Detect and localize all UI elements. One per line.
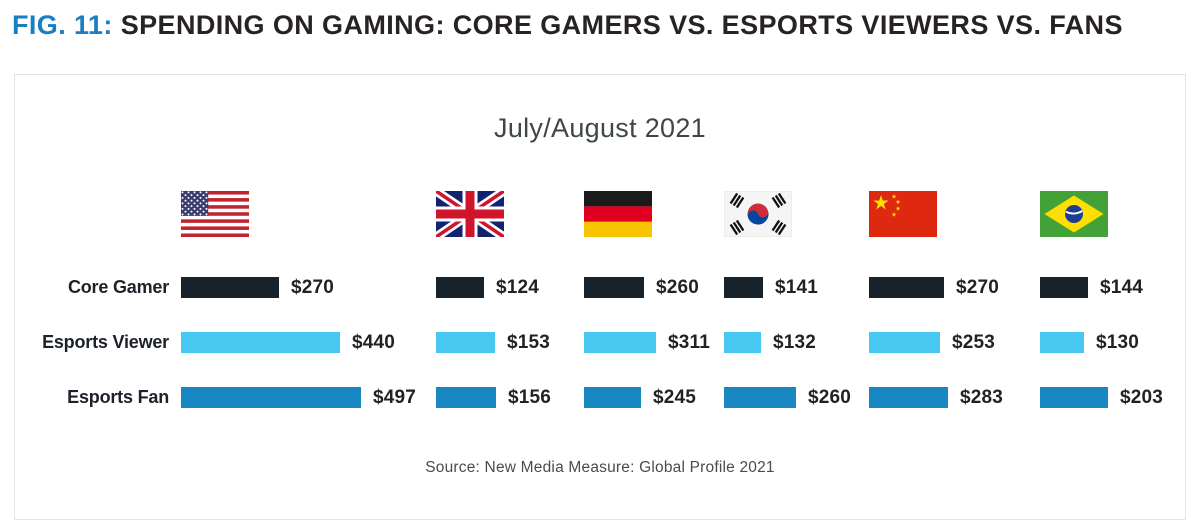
germany-flag-icon bbox=[584, 191, 652, 237]
uk-core-gamer-bar bbox=[436, 277, 484, 298]
china-esports-fan-value: $283 bbox=[960, 386, 1004, 408]
uk-flag-icon bbox=[436, 191, 504, 237]
usa-esports-fan-value: $497 bbox=[373, 386, 417, 408]
brazil-esports-viewer-bar bbox=[1040, 332, 1084, 353]
china-core-gamer-bar bbox=[869, 277, 944, 298]
brazil-esports-fan-bar bbox=[1040, 387, 1108, 408]
south-korea-flag-icon bbox=[724, 191, 792, 237]
bar-row-china-esports-fan: $283 bbox=[869, 387, 1003, 408]
south-korea-core-gamer-value: $141 bbox=[775, 276, 819, 298]
grouped-bar-chart: Core Gamer Esports Viewer Esports Fan $2… bbox=[15, 75, 1185, 519]
bar-row-china-esports-viewer: $253 bbox=[869, 332, 995, 353]
south-korea-esports-fan-bar bbox=[724, 387, 796, 408]
china-esports-viewer-value: $253 bbox=[952, 331, 996, 353]
bar-row-brazil-esports-viewer: $130 bbox=[1040, 332, 1139, 353]
south-korea-esports-fan-value: $260 bbox=[808, 386, 852, 408]
bar-row-south-korea-core-gamer: $141 bbox=[724, 277, 818, 298]
figure-title: FIG. 11: SPENDING ON GAMING: CORE GAMERS … bbox=[12, 10, 1192, 41]
germany-core-gamer-bar bbox=[584, 277, 644, 298]
row-label-core-gamer: Core Gamer bbox=[67, 277, 169, 297]
uk-esports-viewer-bar bbox=[436, 332, 495, 353]
china-esports-viewer-bar bbox=[869, 332, 940, 353]
uk-esports-fan-value: $156 bbox=[508, 386, 552, 408]
row-label-esports-viewer: Esports Viewer bbox=[42, 332, 169, 352]
germany-esports-fan-value: $245 bbox=[653, 386, 697, 408]
bar-row-usa-core-gamer: $270 bbox=[181, 277, 334, 298]
germany-esports-fan-bar bbox=[584, 387, 641, 408]
source-note: Source: New Media Measure: Global Profil… bbox=[425, 459, 775, 476]
bar-row-usa-esports-fan: $497 bbox=[181, 387, 416, 408]
usa-flag-icon bbox=[181, 191, 249, 237]
brazil-core-gamer-bar bbox=[1040, 277, 1088, 298]
china-core-gamer-value: $270 bbox=[956, 276, 1000, 298]
brazil-core-gamer-value: $144 bbox=[1100, 276, 1144, 298]
row-label-esports-fan: Esports Fan bbox=[67, 387, 169, 407]
germany-core-gamer-value: $260 bbox=[656, 276, 700, 298]
figure-heading: SPENDING ON GAMING: CORE GAMERS VS. ESPO… bbox=[120, 10, 1123, 40]
china-flag-icon bbox=[869, 191, 937, 237]
south-korea-esports-viewer-bar bbox=[724, 332, 761, 353]
bar-row-uk-esports-fan: $156 bbox=[436, 387, 551, 408]
brazil-esports-fan-value: $203 bbox=[1120, 386, 1164, 408]
china-esports-fan-bar bbox=[869, 387, 948, 408]
bar-row-south-korea-esports-viewer: $132 bbox=[724, 332, 816, 353]
usa-esports-viewer-value: $440 bbox=[352, 331, 396, 353]
south-korea-core-gamer-bar bbox=[724, 277, 763, 298]
bar-row-germany-esports-viewer: $311 bbox=[584, 332, 710, 353]
bar-row-brazil-core-gamer: $144 bbox=[1040, 277, 1143, 298]
south-korea-esports-viewer-value: $132 bbox=[773, 331, 817, 353]
brazil-flag-icon bbox=[1040, 191, 1108, 237]
bar-row-brazil-esports-fan: $203 bbox=[1040, 387, 1163, 408]
figure-number: FIG. 11: bbox=[12, 10, 113, 40]
bar-row-usa-esports-viewer: $440 bbox=[181, 332, 395, 353]
chart-subtitle: July/August 2021 bbox=[494, 113, 706, 143]
uk-core-gamer-value: $124 bbox=[496, 276, 540, 298]
chart-card: July/August 2021 bbox=[14, 74, 1186, 520]
germany-esports-viewer-bar bbox=[584, 332, 656, 353]
germany-esports-viewer-value: $311 bbox=[668, 331, 711, 353]
bar-row-china-core-gamer: $270 bbox=[869, 277, 999, 298]
bar-row-south-korea-esports-fan: $260 bbox=[724, 387, 851, 408]
usa-esports-viewer-bar bbox=[181, 332, 340, 353]
usa-core-gamer-value: $270 bbox=[291, 276, 335, 298]
bar-row-uk-core-gamer: $124 bbox=[436, 277, 539, 298]
uk-esports-viewer-value: $153 bbox=[507, 331, 551, 353]
bar-row-germany-core-gamer: $260 bbox=[584, 277, 699, 298]
usa-esports-fan-bar bbox=[181, 387, 361, 408]
bar-row-germany-esports-fan: $245 bbox=[584, 387, 696, 408]
usa-core-gamer-bar bbox=[181, 277, 279, 298]
bar-row-uk-esports-viewer: $153 bbox=[436, 332, 550, 353]
brazil-esports-viewer-value: $130 bbox=[1096, 331, 1140, 353]
uk-esports-fan-bar bbox=[436, 387, 496, 408]
